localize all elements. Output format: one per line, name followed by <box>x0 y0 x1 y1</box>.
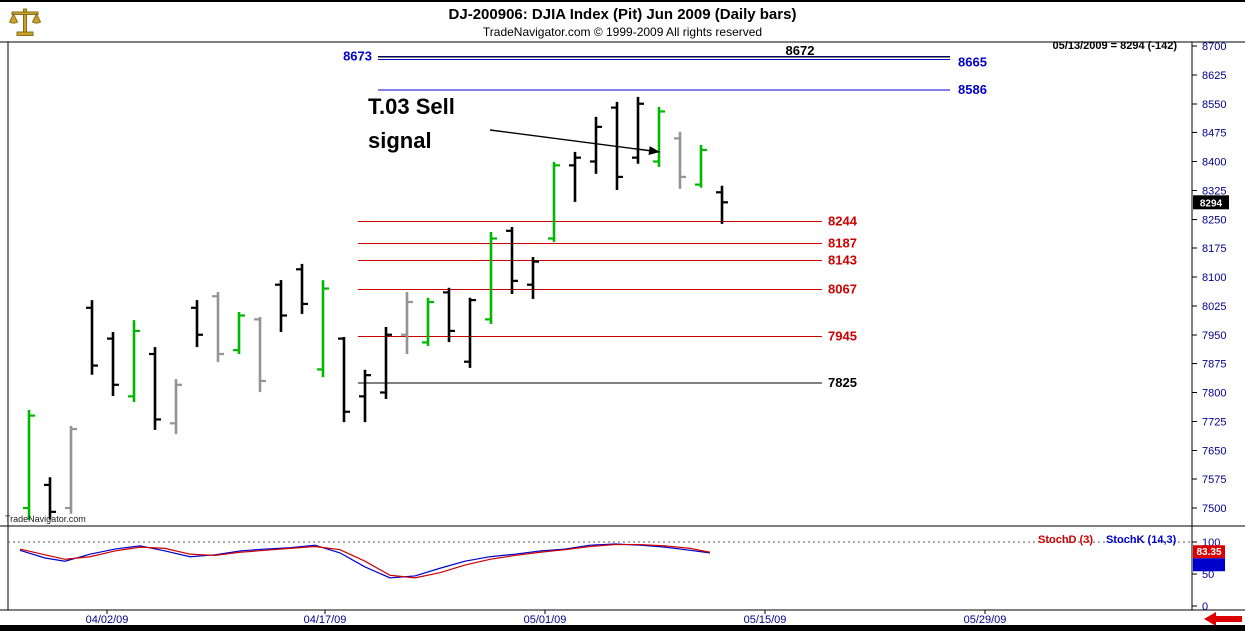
price-axis-label: 8100 <box>1202 272 1226 284</box>
ohlc-bar <box>233 312 245 354</box>
ohlc-bar <box>44 477 56 520</box>
ohlc-bar <box>107 332 119 396</box>
price-axis-label: 7575 <box>1202 474 1226 486</box>
ohlc-bar <box>212 292 224 363</box>
ohlc-bar <box>590 116 602 174</box>
bottom-bar <box>0 625 1245 631</box>
stoch-axis-label: 0 <box>1202 601 1208 613</box>
sell-signal-arrow <box>489 129 661 153</box>
level-label-8067: 8067 <box>828 282 857 297</box>
stoch-value-badge-blue <box>1193 558 1225 572</box>
ohlc-bar <box>338 337 350 423</box>
scales-logo-icon <box>8 6 42 40</box>
ohlc-bar <box>149 347 161 430</box>
ohlc-bar <box>548 161 560 242</box>
price-axis-label: 7500 <box>1202 503 1226 515</box>
ohlc-bar <box>296 263 308 314</box>
ohlc-bar <box>716 185 728 224</box>
price-axis-label: 8475 <box>1202 128 1226 140</box>
ohlc-bar <box>359 369 371 423</box>
ohlc-bar <box>191 300 203 348</box>
ohlc-bar <box>695 144 707 188</box>
ohlc-bar <box>401 292 413 354</box>
last-price-badge <box>1193 195 1229 210</box>
level-label-8672: 8672 <box>786 43 815 58</box>
watermark-text: TradeNavigator.com <box>5 514 86 524</box>
chart-title: DJ-200906: DJIA Index (Pit) Jun 2009 (Da… <box>448 6 797 23</box>
date-axis-label: 05/15/09 <box>744 614 787 626</box>
ohlc-bar <box>317 280 329 378</box>
date-axis-label: 04/17/09 <box>304 614 347 626</box>
level-label-8673: 8673 <box>343 48 372 63</box>
price-axis-label: 8025 <box>1202 301 1226 313</box>
price-axis-label: 8250 <box>1202 214 1226 226</box>
sell-signal-text: signal <box>368 128 432 153</box>
ohlc-bar <box>380 327 392 400</box>
stoch-value-badge-red <box>1193 545 1225 559</box>
pan-left-arrow[interactable] <box>1204 612 1242 626</box>
ohlc-bar <box>128 320 140 403</box>
copyright-line: TradeNavigator.com © 1999-2009 All right… <box>482 25 763 39</box>
price-axis-label: 8550 <box>1202 99 1226 111</box>
price-axis-label: 8625 <box>1202 70 1226 82</box>
date-axis-label: 05/01/09 <box>524 614 567 626</box>
ohlc-bar <box>674 131 686 189</box>
ohlc-bar <box>485 231 497 324</box>
ohlc-bar <box>86 300 98 375</box>
level-label-8244: 8244 <box>828 214 858 229</box>
ohlc-bar <box>422 297 434 346</box>
ohlc-bar <box>632 96 644 164</box>
price-axis-label: 7875 <box>1202 359 1226 371</box>
ohlc-bar <box>23 409 35 520</box>
stoch-k-line <box>19 543 711 579</box>
date-axis-label: 05/29/09 <box>964 614 1007 626</box>
stoch-legend-red: StochD (3) <box>1038 534 1093 546</box>
price-axis-label: 8175 <box>1202 243 1226 255</box>
ohlc-bar <box>506 226 518 294</box>
ohlc-bar <box>527 256 539 299</box>
level-label-7825: 7825 <box>828 375 857 390</box>
price-axis-label: 8400 <box>1202 157 1226 169</box>
level-label-8586: 8586 <box>958 82 987 97</box>
ohlc-bar <box>569 151 581 202</box>
stoch-d-line <box>19 543 711 579</box>
price-axis-label: 7725 <box>1202 416 1226 428</box>
date-axis-label: 04/02/09 <box>86 614 129 626</box>
ohlc-bar <box>275 280 287 333</box>
ohlc-bar <box>443 287 455 343</box>
level-label-8187: 8187 <box>828 236 857 251</box>
price-axis-label: 8325 <box>1202 185 1226 197</box>
price-axis-label: 8700 <box>1202 41 1226 53</box>
price-axis-label: 7650 <box>1202 445 1226 457</box>
stoch-axis-label: 50 <box>1202 569 1214 581</box>
last-quote-readout: 05/13/2009 = 8294 (-142) <box>1052 40 1177 52</box>
sell-signal-text: T.03 Sell <box>368 94 455 119</box>
ohlc-bar <box>464 297 476 368</box>
stoch-legend-blue: StochK (14,3) <box>1106 534 1177 546</box>
stoch-value-badge-text: 83.35 <box>1196 547 1221 558</box>
last-price-badge-value: 8294 <box>1200 198 1223 209</box>
ohlc-bar <box>254 317 266 393</box>
price-axis-label: 7950 <box>1202 330 1226 342</box>
level-label-8143: 8143 <box>828 252 857 267</box>
level-label-7945: 7945 <box>828 329 857 344</box>
ohlc-bar <box>170 379 182 435</box>
price-axis-label: 7800 <box>1202 388 1226 400</box>
level-label-8665: 8665 <box>958 54 987 69</box>
ohlc-bar <box>653 106 665 167</box>
sell-signal-arrowhead <box>648 146 660 156</box>
ohlc-bar <box>65 425 77 514</box>
